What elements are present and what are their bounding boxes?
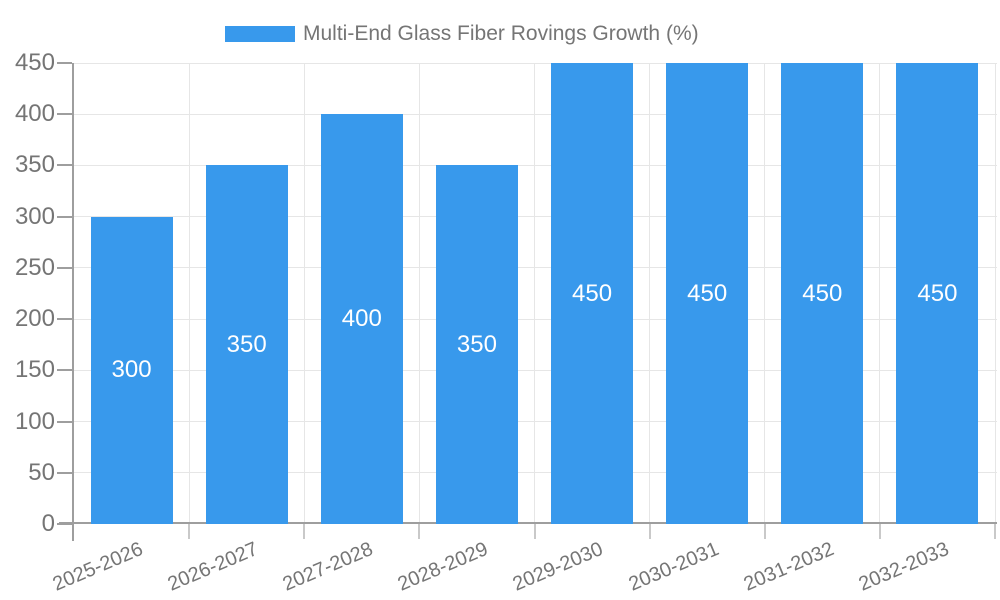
x-axis-tick xyxy=(878,524,881,539)
y-axis-tick-label: 300 xyxy=(14,202,55,230)
v-gridline xyxy=(994,63,996,524)
x-axis-category-label: 2025-2026 xyxy=(49,538,147,596)
y-axis-tick-label: 400 xyxy=(14,100,55,128)
y-axis-tick-label: 150 xyxy=(14,356,55,384)
y-axis-tick-label: 200 xyxy=(14,305,55,333)
y-axis-tick xyxy=(57,420,72,423)
y-axis-tick-label: 450 xyxy=(14,49,55,76)
y-axis-tick xyxy=(57,369,72,372)
x-axis-line xyxy=(59,522,997,524)
x-axis-category-label: 2032-2033 xyxy=(855,538,953,596)
y-axis-line xyxy=(72,63,74,541)
x-axis-category-label: 2026-2027 xyxy=(164,538,262,596)
bar[interactable] xyxy=(205,165,288,524)
bar[interactable] xyxy=(320,114,403,524)
x-axis-category-label: 2028-2029 xyxy=(394,538,492,596)
v-gridline xyxy=(649,63,651,524)
legend-label: Multi-End Glass Fiber Rovings Growth (%) xyxy=(303,22,699,45)
v-gridline xyxy=(764,63,766,524)
y-axis-tick-label: 50 xyxy=(28,458,55,486)
y-axis-tick xyxy=(57,113,72,116)
plot-area: 0 50 100 150 200 250 300 350 400 450 300 2025-2026 3… xyxy=(15,49,997,596)
y-axis-tick xyxy=(57,215,72,218)
h-gridline xyxy=(74,164,997,166)
h-gridline xyxy=(74,369,997,371)
bar[interactable] xyxy=(90,216,173,524)
bar[interactable] xyxy=(666,63,749,524)
x-axis-tick xyxy=(303,524,306,539)
h-gridline xyxy=(74,472,997,474)
x-axis-tick xyxy=(763,524,766,539)
y-axis-tick xyxy=(57,164,72,167)
v-gridline xyxy=(534,63,535,524)
x-axis-category-label: 2029-2030 xyxy=(510,538,607,596)
y-axis-tick-label: 100 xyxy=(14,407,55,435)
y-axis-tick xyxy=(57,62,72,64)
y-axis-tick-label: 0 xyxy=(41,510,55,537)
legend-swatch xyxy=(225,26,295,42)
x-axis-tick xyxy=(418,524,421,539)
x-axis-category-label: 2031-2032 xyxy=(740,538,837,596)
x-axis-tick xyxy=(994,524,996,539)
h-gridline xyxy=(74,113,997,115)
v-gridline xyxy=(303,63,305,524)
x-axis-category-label: 2027-2028 xyxy=(279,538,377,596)
y-axis-tick xyxy=(57,266,72,269)
y-axis-tick xyxy=(57,523,72,525)
y-axis-tick xyxy=(57,318,72,321)
x-axis-category-label: 2030-2031 xyxy=(625,538,722,596)
h-gridline xyxy=(74,421,997,423)
v-gridline xyxy=(188,63,190,524)
y-axis-tick xyxy=(57,471,72,474)
v-gridline xyxy=(879,63,881,524)
bar[interactable] xyxy=(435,165,518,524)
x-axis-tick xyxy=(188,524,191,539)
h-gridline xyxy=(74,216,997,218)
bar[interactable] xyxy=(551,63,634,524)
bar[interactable] xyxy=(896,63,979,524)
y-axis-tick-label: 350 xyxy=(14,151,55,179)
bar[interactable] xyxy=(781,63,864,524)
h-gridline xyxy=(74,267,997,269)
v-gridline xyxy=(418,63,420,524)
h-gridline xyxy=(74,318,997,320)
x-axis-tick xyxy=(533,524,536,539)
y-axis-tick-label: 250 xyxy=(14,253,55,281)
x-axis-tick xyxy=(648,524,651,539)
h-gridline xyxy=(74,62,997,64)
